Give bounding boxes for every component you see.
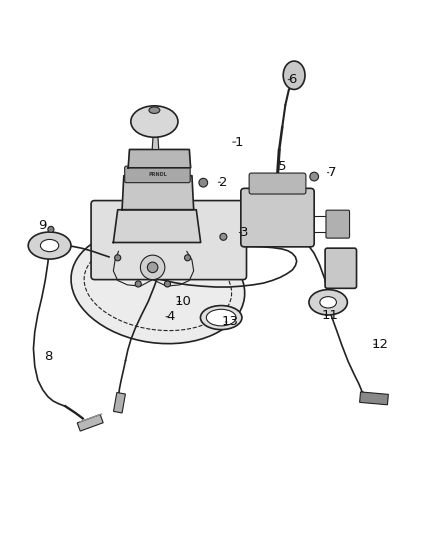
Text: 2: 2 bbox=[219, 176, 228, 189]
Ellipse shape bbox=[149, 107, 160, 114]
FancyBboxPatch shape bbox=[125, 166, 190, 183]
Ellipse shape bbox=[28, 232, 71, 259]
FancyBboxPatch shape bbox=[249, 173, 306, 194]
FancyBboxPatch shape bbox=[91, 200, 247, 280]
Text: 7: 7 bbox=[327, 166, 336, 179]
Polygon shape bbox=[360, 392, 389, 405]
Circle shape bbox=[148, 262, 158, 272]
Text: 8: 8 bbox=[44, 350, 52, 362]
FancyBboxPatch shape bbox=[326, 210, 350, 238]
Text: 9: 9 bbox=[38, 219, 46, 231]
Ellipse shape bbox=[206, 309, 236, 326]
Circle shape bbox=[310, 172, 318, 181]
Text: 1: 1 bbox=[234, 135, 243, 149]
Ellipse shape bbox=[40, 239, 59, 252]
Ellipse shape bbox=[71, 229, 245, 344]
Text: 4: 4 bbox=[167, 310, 175, 323]
Polygon shape bbox=[79, 414, 102, 422]
FancyBboxPatch shape bbox=[241, 188, 314, 247]
Ellipse shape bbox=[320, 297, 336, 308]
Circle shape bbox=[220, 233, 227, 240]
Circle shape bbox=[164, 281, 170, 287]
Circle shape bbox=[141, 255, 165, 280]
Text: 10: 10 bbox=[175, 295, 192, 308]
Polygon shape bbox=[128, 149, 191, 168]
Ellipse shape bbox=[283, 61, 305, 90]
Ellipse shape bbox=[309, 289, 347, 315]
Text: 3: 3 bbox=[240, 226, 249, 239]
Text: 13: 13 bbox=[222, 316, 238, 328]
Polygon shape bbox=[113, 210, 201, 243]
Text: PRNDL: PRNDL bbox=[148, 172, 167, 177]
Polygon shape bbox=[152, 136, 159, 149]
Text: 11: 11 bbox=[322, 309, 339, 322]
Ellipse shape bbox=[201, 305, 242, 329]
Text: 5: 5 bbox=[278, 160, 286, 173]
Circle shape bbox=[199, 179, 208, 187]
Circle shape bbox=[184, 255, 191, 261]
Text: 6: 6 bbox=[288, 73, 297, 86]
Ellipse shape bbox=[131, 106, 178, 138]
FancyBboxPatch shape bbox=[325, 248, 357, 288]
Circle shape bbox=[135, 281, 141, 287]
Polygon shape bbox=[122, 176, 194, 210]
Polygon shape bbox=[113, 392, 125, 413]
Circle shape bbox=[48, 227, 54, 232]
Circle shape bbox=[115, 255, 121, 261]
Text: 12: 12 bbox=[371, 338, 388, 351]
Polygon shape bbox=[77, 415, 103, 431]
